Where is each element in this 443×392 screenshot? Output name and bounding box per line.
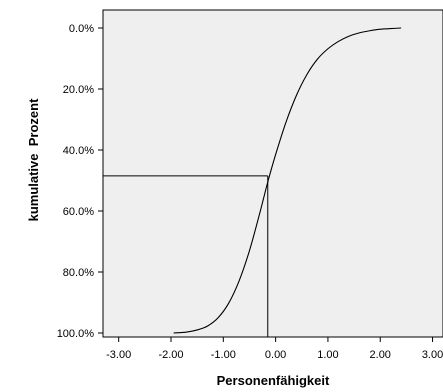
y-tick-label: 0.0% [69,23,94,35]
y-tick-label: 100.0% [57,328,95,340]
y-axis-ticks: 0.0% 20.0% 40.0% 60.0% 80.0% 100.0% [57,23,103,340]
reference-lines [103,175,269,337]
y-axis-title: kumulative Prozent [26,98,41,221]
x-axis-title: Personenfähigkeit [217,373,330,388]
cumulative-curve [173,27,402,334]
x-tick-label: 0.00 [265,349,286,361]
x-tick-label: -2.00 [158,349,183,361]
y-tick-label: 60.0% [63,206,94,218]
plot-area [102,9,443,338]
x-tick-label: -3.00 [106,349,131,361]
x-tick-label: 1.00 [317,349,338,361]
y-tick-label: 40.0% [63,145,94,157]
y-tick-label: 20.0% [63,84,94,96]
x-tick-label: 3.00 [422,349,443,361]
y-tick-label: 80.0% [63,267,94,279]
x-axis-ticks: -3.00 -2.00 -1.00 0.00 1.00 2.00 3.00 [106,337,443,361]
x-tick-label: 2.00 [370,349,391,361]
x-tick-label: -1.00 [211,349,236,361]
